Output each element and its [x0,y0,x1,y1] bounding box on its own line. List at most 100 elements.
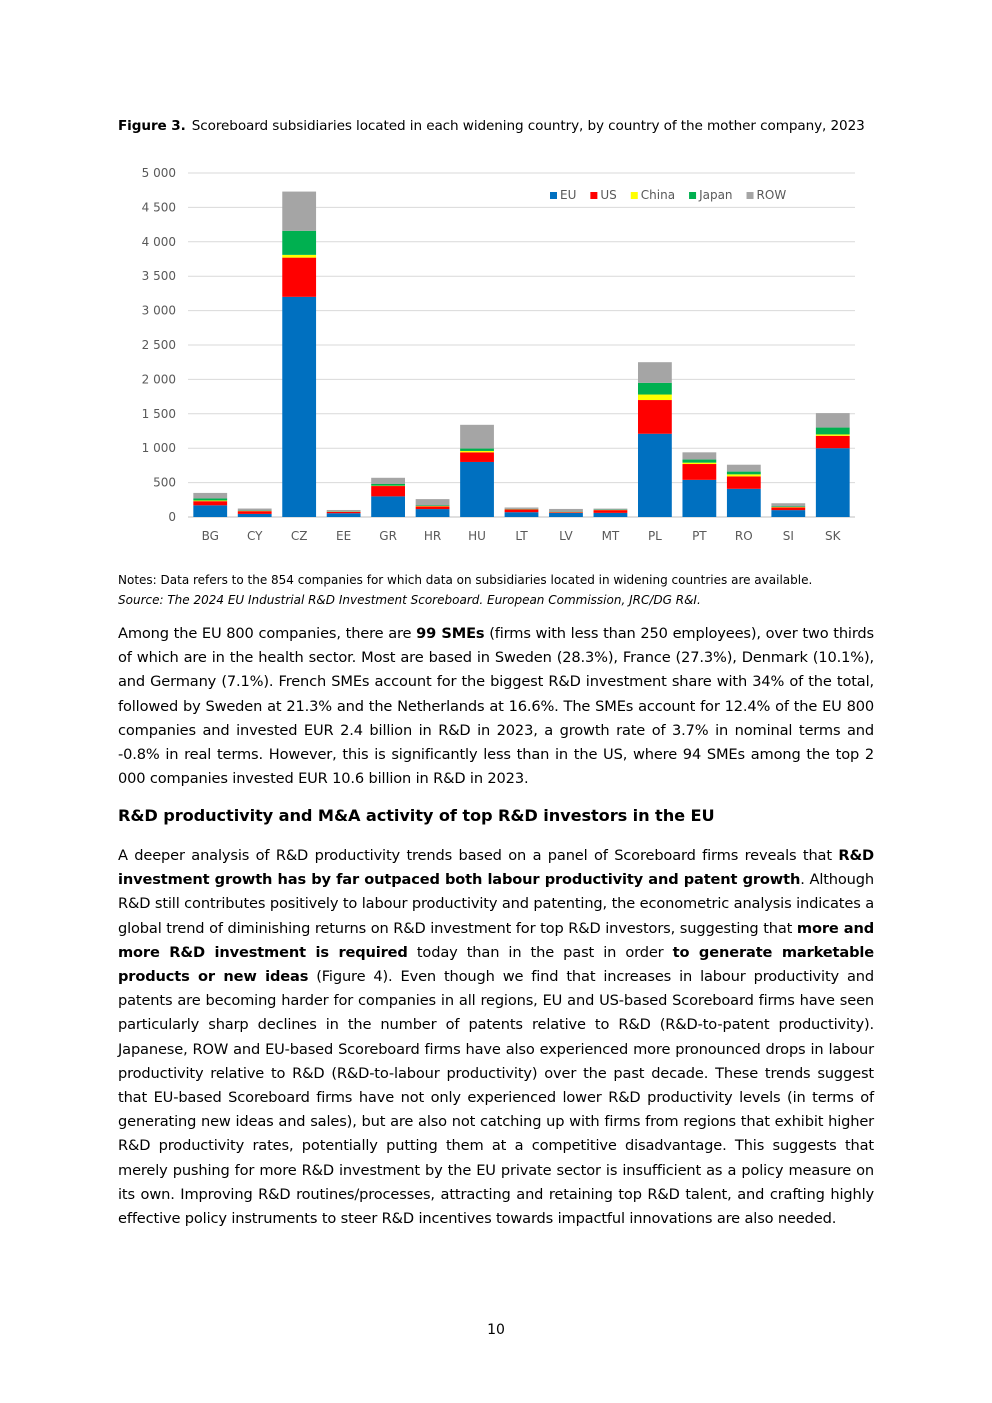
bar-segment-japan-pt [682,459,717,463]
y-tick-label: 2 000 [142,372,176,386]
bar-segment-japan-si [771,506,806,508]
x-tick-label: PT [692,529,707,543]
p2-bold-3: to generate marketable products or new i… [118,943,874,986]
y-tick-label: 3 500 [142,269,176,283]
legend-label-row: ROW [757,188,787,202]
bar-segment-eu-cy [237,513,272,517]
bar-segment-us-mt [593,510,628,513]
legend-swatch-china [630,192,638,199]
x-tick-label: EE [336,529,351,543]
legend-swatch-japan [689,192,697,199]
x-tick-label: CZ [291,529,308,543]
y-tick-label: 4 000 [142,235,176,249]
figure-label: Figure 3. [118,118,186,134]
p2-text-4: (Figure 4). Even though we find that inc… [118,968,874,1228]
bar-segment-row-cz [282,191,317,231]
bar-segment-eu-lt [504,512,539,517]
bar-segment-row-bg [193,492,228,499]
p2-text-1: A deeper analysis of R&D productivity tr… [118,847,839,864]
x-tick-label: CY [247,529,263,543]
y-tick-label: 2 500 [142,338,176,352]
x-tick-label: HU [468,529,486,543]
bar-segment-china-ro [726,474,761,477]
bar-segment-eu-si [771,510,806,517]
figure-caption-text: Scoreboard subsidiaries located in each … [191,118,865,134]
legend-swatch-eu [550,192,557,199]
legend-label-us: US [600,188,616,202]
bar-segment-japan-sk [815,427,850,435]
bar-segment-eu-gr [371,496,405,517]
bar-segment-china-sk [815,434,850,436]
y-tick-label: 5 000 [142,166,176,180]
x-tick-label: SK [825,529,842,543]
bar-segment-eu-cz [282,296,317,517]
legend-label-japan: Japan [698,188,732,202]
x-tick-label: LT [515,529,528,543]
bar-segment-eu-hu [460,461,494,517]
y-tick-label: 500 [153,476,176,490]
y-tick-label: 0 [168,510,176,524]
bar-segment-us-sk [815,435,850,449]
bar-segment-china-hu [460,450,494,453]
bar-segment-eu-hr [415,509,450,517]
bar-segment-row-sk [815,413,850,428]
bar-segment-japan-hr [415,505,450,506]
bar-segment-us-cy [237,511,272,514]
x-tick-label: LV [559,529,573,543]
bar-segment-eu-ee [326,513,361,517]
bar-segment-japan-cz [282,230,317,255]
p2-bold-1: R&D investment growth has by far outpace… [118,847,874,889]
bar-segment-china-pt [682,462,717,465]
p1-bold-1: 99 SMEs [416,625,485,642]
bar-segment-eu-sk [815,448,850,517]
bar-segment-japan-ro [726,471,761,475]
legend-label-eu: EU [560,188,576,202]
y-tick-label: 3 000 [142,304,176,318]
y-tick-label: 4 500 [142,200,176,214]
p1-text-1: Among the EU 800 companies, there are [118,625,417,642]
bar-segment-row-gr [371,477,405,484]
p2-bold-2: more and more R&D investment is required [118,919,874,961]
bar-segment-eu-pl [638,433,672,517]
bar-segment-us-ee [326,511,361,514]
paragraph-smes: Among the EU 800 companies, there are 99… [118,622,874,791]
x-tick-label: BG [202,529,219,543]
p1-text-2: (firms with less than 250 employees), ov… [118,625,874,788]
bar-segment-row-lv [549,508,583,512]
bar-segment-eu-lv [549,512,583,517]
figure-caption: Figure 3. Scoreboard subsidiaries located… [118,118,898,134]
bar-segment-row-lt [504,507,539,509]
bar-segment-us-ro [726,476,761,489]
x-tick-label: SI [783,529,794,543]
x-tick-label: PL [648,529,662,543]
bar-segment-china-pl [638,394,672,401]
bar-segment-china-bg [193,500,228,502]
x-tick-label: HR [424,529,441,543]
bar-segment-eu-bg [193,505,228,517]
paragraph-productivity: A deeper analysis of R&D productivity tr… [118,844,874,1231]
bar-segment-row-hr [415,499,450,506]
bar-segment-japan-pl [638,382,672,395]
bar-segment-row-pl [638,362,672,383]
page-number: 10 [487,1322,505,1338]
figure-notes: Notes: Data refers to the 854 companies … [118,570,878,610]
bar-segment-us-lt [504,509,539,513]
source-text: Source: The 2024 EU Industrial R&D Inves… [118,593,701,607]
bar-segment-us-bg [193,501,228,506]
bar-segment-row-cy [237,508,272,511]
bar-segment-row-pt [682,452,717,460]
section-heading: R&D productivity and M&A activity of top… [118,806,715,825]
bar-segment-us-pt [682,464,717,480]
bar-segment-us-cz [282,257,317,297]
bar-segment-us-pl [638,400,672,434]
bar-segment-japan-hu [460,448,494,451]
bar-segment-row-ee [326,509,361,512]
x-tick-label: MT [602,529,620,543]
x-tick-label: GR [379,529,397,543]
bar-segment-eu-ro [726,488,761,517]
bar-segment-row-ro [726,464,761,472]
bar-segment-japan-bg [193,498,228,501]
bar-segment-us-gr [371,486,405,497]
bar-segment-eu-pt [682,479,717,517]
legend-label-china: China [641,188,675,202]
